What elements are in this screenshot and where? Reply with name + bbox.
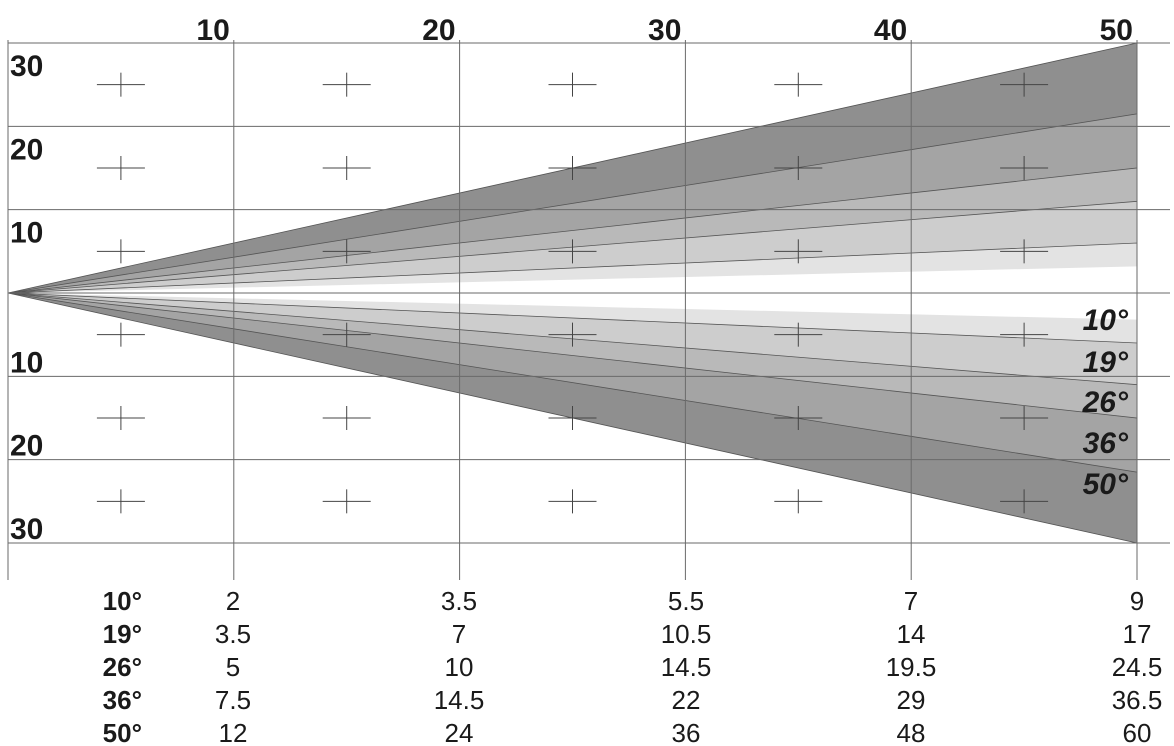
table-cell: 60 bbox=[1123, 718, 1152, 746]
table-cell: 5.5 bbox=[668, 586, 704, 616]
table-cell: 17 bbox=[1123, 619, 1152, 649]
table-cell: 9 bbox=[1130, 586, 1144, 616]
y-axis-ticks: 30 20 10 10 20 30 bbox=[10, 50, 43, 546]
angle-label-10: 10° bbox=[1083, 304, 1129, 337]
table-cell: 36.5 bbox=[1112, 685, 1163, 715]
y-tick-label: 30 bbox=[10, 513, 43, 546]
y-tick-label: 20 bbox=[10, 133, 43, 166]
table-cell: 14 bbox=[897, 619, 926, 649]
table-cell: 14.5 bbox=[434, 685, 485, 715]
table-cell: 2 bbox=[226, 586, 240, 616]
x-tick-label: 30 bbox=[648, 14, 681, 47]
x-tick-label: 10 bbox=[196, 14, 229, 47]
table-row-label: 36° bbox=[103, 685, 142, 715]
table-cell: 3.5 bbox=[441, 586, 477, 616]
x-tick-label: 40 bbox=[874, 14, 907, 47]
y-tick-label: 10 bbox=[10, 217, 43, 250]
angle-label-36: 36° bbox=[1083, 427, 1129, 460]
table-cell: 12 bbox=[219, 718, 248, 746]
y-tick-label: 20 bbox=[10, 430, 43, 463]
table-row-label: 10° bbox=[103, 586, 142, 616]
x-axis-ticks: 10 20 30 40 50 bbox=[196, 14, 1133, 47]
table-cell: 24 bbox=[445, 718, 474, 746]
table-cell: 3.5 bbox=[215, 619, 251, 649]
table-cell: 10.5 bbox=[661, 619, 712, 649]
table-cell: 5 bbox=[226, 652, 240, 682]
x-tick-label: 20 bbox=[422, 14, 455, 47]
table-cell: 29 bbox=[897, 685, 926, 715]
grid-crosses bbox=[96, 72, 1049, 514]
table-cell: 10 bbox=[445, 652, 474, 682]
angle-label-26: 26° bbox=[1082, 386, 1129, 419]
grid-lines bbox=[7, 40, 1170, 580]
table-cell: 24.5 bbox=[1112, 652, 1163, 682]
table-row-label: 19° bbox=[103, 619, 142, 649]
angle-label-19: 19° bbox=[1083, 346, 1129, 379]
table-row-label: 50° bbox=[103, 718, 142, 746]
table-cell: 7.5 bbox=[215, 685, 251, 715]
table-cell: 22 bbox=[672, 685, 701, 715]
table-row-label: 26° bbox=[103, 652, 142, 682]
y-tick-label: 30 bbox=[10, 50, 43, 83]
y-tick-label: 10 bbox=[10, 346, 43, 379]
angle-labels: 10° 19° 26° 36° 50° bbox=[1082, 304, 1129, 501]
table-cell: 48 bbox=[897, 718, 926, 746]
x-tick-label: 50 bbox=[1100, 14, 1133, 47]
table-cell: 7 bbox=[904, 586, 918, 616]
table-cell: 36 bbox=[672, 718, 701, 746]
table-cell: 14.5 bbox=[661, 652, 712, 682]
table-cell: 7 bbox=[452, 619, 466, 649]
table-cell: 19.5 bbox=[886, 652, 937, 682]
angle-label-50: 50° bbox=[1083, 468, 1129, 501]
